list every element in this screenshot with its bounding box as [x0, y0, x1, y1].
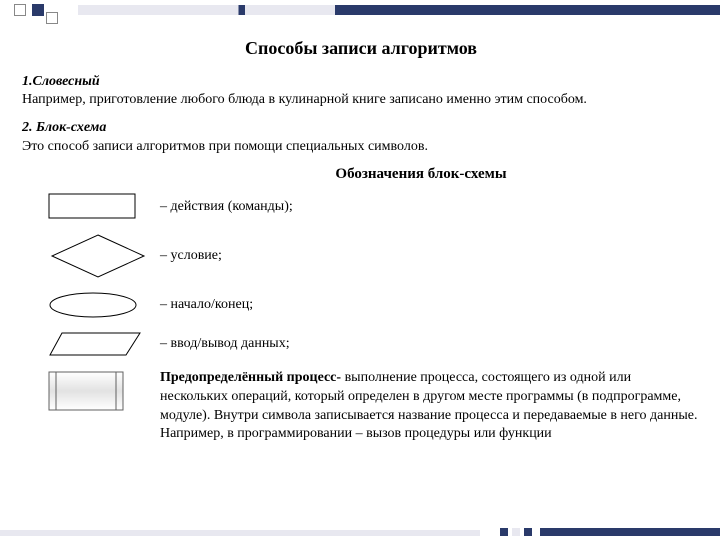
- bottom-decoration-bar: [0, 526, 720, 540]
- page-title: Способы записи алгоритмов: [22, 38, 700, 59]
- square-icon: [14, 4, 26, 16]
- legend-label: – действия (команды);: [156, 199, 700, 215]
- legend-title: Обозначения блок-схемы: [142, 166, 700, 183]
- section-heading: 2. Блок-схема: [22, 120, 106, 135]
- legend-row-rectangle: – действия (команды);: [48, 193, 700, 221]
- legend-row-predefined: Предопределённый процесс- выполнение про…: [48, 369, 700, 445]
- rectangle-icon: [48, 193, 138, 221]
- square-filled-icon: [32, 4, 44, 16]
- legend-label-predefined: Предопределённый процесс- выполнение про…: [156, 369, 700, 445]
- ellipse-icon: [48, 291, 140, 319]
- legend-row-ellipse: – начало/конец;: [48, 291, 700, 319]
- section-text: Это способ записи алгоритмов при помощи …: [22, 139, 428, 154]
- section-flowchart: 2. Блок-схема Это способ записи алгоритм…: [22, 119, 700, 155]
- legend-label: – условие;: [156, 248, 700, 264]
- predefined-process-icon: [48, 371, 126, 413]
- section-text: Например, приготовление любого блюда в к…: [22, 92, 587, 107]
- legend-list: – действия (команды); – условие; – начал…: [22, 193, 700, 445]
- top-decoration-bar: [0, 0, 720, 24]
- square-icon: [46, 12, 58, 24]
- slide-content: Способы записи алгоритмов 1.Словесный На…: [0, 0, 720, 454]
- top-gradient-bar: [78, 5, 720, 15]
- legend-label: – начало/конец;: [156, 297, 700, 313]
- corner-squares: [0, 0, 58, 24]
- rhombus-icon: [48, 233, 148, 279]
- legend-row-rhombus: – условие;: [48, 233, 700, 279]
- section-heading: 1.Словесный: [22, 74, 100, 89]
- section-verbal: 1.Словесный Например, приготовление любо…: [22, 73, 700, 109]
- legend-row-parallelogram: – ввод/вывод данных;: [48, 331, 700, 357]
- legend-label: – ввод/вывод данных;: [156, 336, 700, 352]
- parallelogram-icon: [48, 331, 142, 357]
- predef-bold: Предопределённый процесс-: [160, 370, 341, 385]
